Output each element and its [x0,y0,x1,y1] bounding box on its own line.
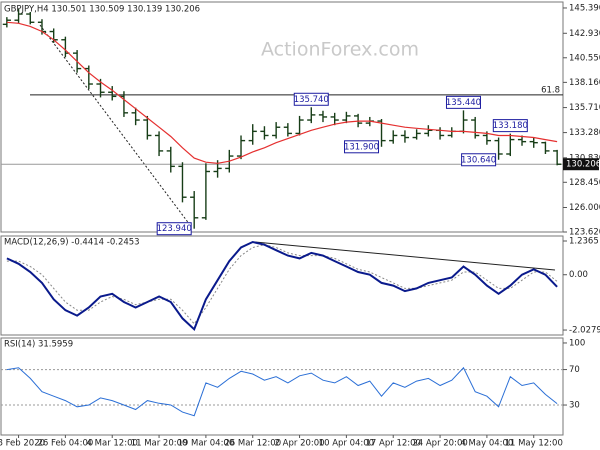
annotation-label: 131.900 [344,142,379,152]
fib-label: 61.8 [541,85,560,95]
price-tag-label: 130.206 [566,160,600,170]
x-tick-label: 10 Apr 04:00 [319,439,374,449]
panel [0,1,564,233]
y-tick-label: 140.550 [569,53,600,63]
x-tick-label: 17 Apr 12:00 [366,439,421,449]
y-tick-label: 142.930 [569,29,600,39]
annotation-label: 130.640 [461,155,496,165]
x-tick-label: 2 Apr 20:00 [275,439,325,449]
indicator-line [6,366,558,417]
macd-title: MACD(12,26,9) -0.4414 -0.2453 [4,238,140,248]
x-tick-label: 26 Mar 12:00 [224,439,281,449]
price-title: GBPJPY,H4 130.501 130.509 130.139 130.20… [4,5,200,15]
y-tick-label: 30 [569,401,580,411]
x-tick-label: 4 Mar 12:00 [87,439,138,449]
y-tick-label: 128.450 [569,178,600,188]
annotation-label: 133.180 [493,121,528,131]
panel [0,235,564,336]
panels [0,1,564,436]
macd-trend-line [254,241,556,271]
x-tick-label: 19 Mar 04:00 [178,439,235,449]
annotation-label: 135.440 [446,98,481,108]
y-tick-label: 0.00 [569,270,588,280]
rsi-title: RSI(14) 31.5959 [4,340,73,350]
y-tick-label: 133.280 [569,128,600,138]
y-tick-label: 70 [569,365,580,375]
y-tick-label: 123.620 [569,228,600,238]
y-tick-label: -2.0279 [569,326,600,336]
y-tick-label: 138.160 [569,78,600,88]
x-tick-label: 24 Apr 20:00 [412,439,467,449]
x-tick-label: 11 Mar 20:00 [131,439,188,449]
y-tick-label: 1.2365 [569,237,599,247]
y-tick-label: 135.710 [569,103,600,113]
annotation-label: 135.740 [294,95,329,105]
annotation-box [344,140,380,154]
x-tick-label: 26 Feb 04:00 [38,439,94,449]
annotation-label: 123.940 [157,224,192,234]
watermark: ActionForex.com [261,39,419,61]
moving-average [6,21,558,164]
x-tick-label: 18 Feb 2020 [0,439,45,449]
y-tick-label: 100 [569,338,585,348]
x-tick-label: 4 May 04:00 [460,439,513,449]
annotation-box [461,153,497,167]
annotation-box [293,92,329,106]
y-tick-label: 126.000 [569,203,600,213]
x-tick-label: 11 May 12:00 [505,439,563,449]
panel [0,337,564,436]
price-tag [563,158,599,171]
annotation-box [445,95,481,109]
trend-line [39,24,191,226]
indicator-line [6,244,558,325]
indicator-line [6,240,558,332]
y-tick-label: 145.390 [569,3,600,13]
annotation-box [492,119,528,133]
annotation-box [156,222,192,236]
